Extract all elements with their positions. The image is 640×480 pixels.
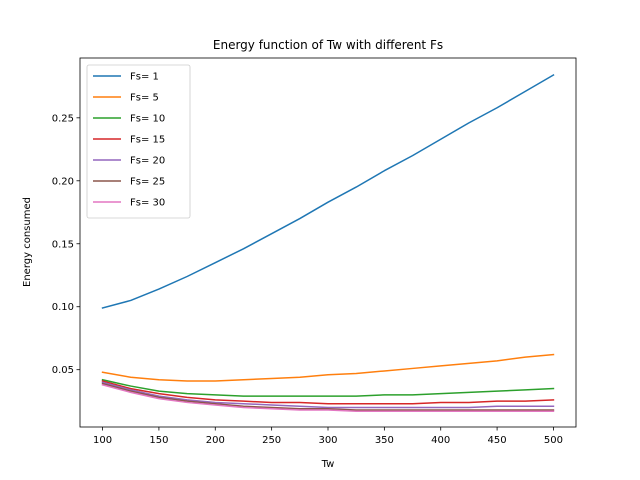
series-line-5 <box>101 382 555 411</box>
series-line-4 <box>101 381 555 409</box>
y-axis-label: Energy consumed <box>22 197 33 287</box>
x-tick-label: 200 <box>206 435 225 446</box>
legend-entry-label: Fs= 15 <box>130 135 165 146</box>
x-tick-label: 100 <box>93 435 112 446</box>
legend-entry-label: Fs= 30 <box>130 198 165 209</box>
x-tick-label: 500 <box>544 435 563 446</box>
legend-entry-label: Fs= 25 <box>130 177 165 188</box>
series-line-2 <box>101 378 555 397</box>
series-line-0 <box>101 73 555 309</box>
x-tick-label: 400 <box>431 435 450 446</box>
legend-entry-label: Fs= 20 <box>130 156 165 167</box>
legend-entry-label: Fs= 1 <box>130 72 159 83</box>
y-tick-label: 0.10 <box>52 302 74 313</box>
x-tick-label: 350 <box>375 435 394 446</box>
x-tick-label: 300 <box>318 435 337 446</box>
y-tick-label: 0.15 <box>52 239 74 250</box>
x-axis-ticks: 100 150 200 250 300 350 400 450 500 <box>93 427 563 446</box>
y-tick-label: 0.05 <box>52 365 74 376</box>
series-line-6 <box>101 383 555 413</box>
x-tick-label: 450 <box>488 435 507 446</box>
y-tick-label: 0.25 <box>52 113 74 124</box>
y-tick-label: 0.20 <box>52 176 74 187</box>
x-tick-label: 150 <box>149 435 168 446</box>
legend-entry-label: Fs= 5 <box>130 93 159 104</box>
x-axis-label: Tw <box>321 459 335 470</box>
series-line-3 <box>101 380 555 405</box>
legend: Fs= 1 Fs= 5 Fs= 10 Fs= 15 Fs= 20 Fs= 25 Fs= 30 <box>86 64 191 219</box>
legend-entry-label: Fs= 10 <box>130 114 165 125</box>
chart-title: Energy function of Tw with different Fs <box>213 38 443 52</box>
x-tick-label: 250 <box>262 435 281 446</box>
series-lines <box>101 73 555 413</box>
series-line-1 <box>101 353 555 382</box>
y-axis-ticks: 0.05 0.10 0.15 0.20 0.25 <box>52 113 80 376</box>
legend-box <box>86 64 191 219</box>
